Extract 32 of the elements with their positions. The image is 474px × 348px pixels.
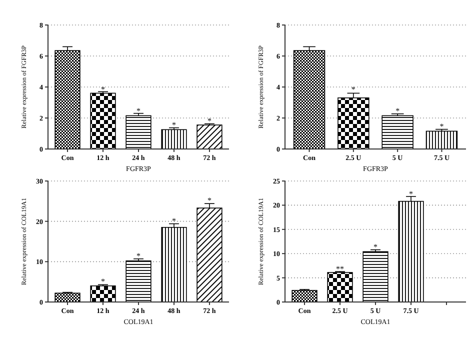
annotation: * <box>101 277 106 286</box>
bar <box>90 285 116 302</box>
annotation: * <box>136 106 140 116</box>
annotation: * <box>374 242 378 252</box>
bar <box>426 130 458 150</box>
bar <box>126 115 152 150</box>
bar <box>362 251 388 302</box>
annotation: ** <box>336 264 344 274</box>
bar <box>126 260 152 302</box>
annotation: * <box>440 122 444 131</box>
bar <box>338 97 370 150</box>
bar <box>196 124 222 150</box>
annotation: * <box>136 251 140 260</box>
annotation: * <box>172 216 176 226</box>
bar <box>54 50 80 150</box>
annotation: * <box>396 106 400 116</box>
bar <box>327 272 353 302</box>
bar <box>54 292 80 302</box>
bar <box>398 200 424 302</box>
bar <box>90 92 116 150</box>
annotation: * <box>408 189 413 198</box>
annotation: * <box>101 84 106 94</box>
bar <box>161 129 187 150</box>
annotation: * <box>351 84 356 94</box>
annotation: * <box>207 196 212 205</box>
bar <box>196 208 222 302</box>
bar <box>382 115 414 150</box>
annotation: * <box>207 116 212 126</box>
bar <box>292 290 318 302</box>
annotation: * <box>172 120 176 130</box>
bar <box>161 226 187 302</box>
bar <box>293 50 326 150</box>
